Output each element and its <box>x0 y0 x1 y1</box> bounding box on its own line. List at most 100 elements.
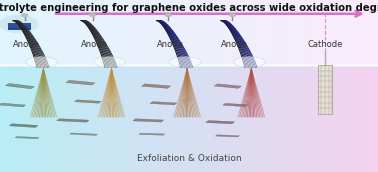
Bar <box>30 0 32 65</box>
Bar <box>369 65 370 172</box>
Bar <box>26 65 28 172</box>
Bar <box>323 0 325 65</box>
Bar <box>74 0 76 65</box>
Polygon shape <box>15 137 39 139</box>
Bar <box>163 65 164 172</box>
Bar <box>202 65 204 172</box>
Bar <box>140 65 142 172</box>
Bar <box>335 65 336 172</box>
Bar <box>155 65 157 172</box>
Bar <box>83 65 85 172</box>
Bar <box>36 65 38 172</box>
Bar <box>206 65 208 172</box>
Bar <box>159 65 161 172</box>
Bar <box>249 0 251 65</box>
Bar <box>76 0 77 65</box>
Bar <box>265 65 266 172</box>
Bar <box>344 65 346 172</box>
Bar <box>149 65 151 172</box>
Ellipse shape <box>94 57 125 67</box>
Bar <box>363 65 365 172</box>
Bar <box>335 0 336 65</box>
Bar <box>60 65 62 172</box>
Bar <box>255 0 257 65</box>
Bar <box>327 65 329 172</box>
Text: Electrolyte engineering for graphene oxides across wide oxidation degrees: Electrolyte engineering for graphene oxi… <box>0 3 378 13</box>
Bar <box>302 0 304 65</box>
Bar <box>219 65 221 172</box>
Bar <box>280 0 282 65</box>
Bar <box>193 0 195 65</box>
Bar <box>321 0 323 65</box>
Bar <box>57 65 59 172</box>
Polygon shape <box>9 124 38 127</box>
Bar <box>357 0 359 65</box>
Bar <box>8 65 9 172</box>
Bar <box>214 0 215 65</box>
Bar <box>159 0 161 65</box>
Bar <box>310 65 312 172</box>
Bar <box>268 65 270 172</box>
Bar <box>376 0 378 65</box>
Bar <box>255 65 257 172</box>
Bar <box>202 0 204 65</box>
Bar <box>119 65 121 172</box>
Bar <box>284 0 285 65</box>
Bar <box>217 65 219 172</box>
Bar <box>291 65 293 172</box>
Bar <box>40 0 42 65</box>
Bar <box>123 0 125 65</box>
Bar <box>147 0 149 65</box>
Bar <box>333 65 335 172</box>
Polygon shape <box>215 135 239 137</box>
Bar <box>314 65 316 172</box>
Bar <box>130 0 132 65</box>
Bar <box>217 0 219 65</box>
Bar <box>236 65 238 172</box>
Bar <box>266 65 268 172</box>
Bar <box>376 65 378 172</box>
Bar <box>170 0 172 65</box>
Bar <box>68 65 70 172</box>
Bar <box>51 65 53 172</box>
Text: Anode: Anode <box>221 40 248 49</box>
Bar <box>346 0 348 65</box>
Bar <box>125 0 127 65</box>
Bar <box>200 65 202 172</box>
Bar <box>164 65 166 172</box>
Bar <box>83 0 85 65</box>
Ellipse shape <box>26 57 57 67</box>
Bar <box>308 0 310 65</box>
Polygon shape <box>70 133 98 136</box>
Bar <box>276 65 278 172</box>
Bar <box>229 0 231 65</box>
Circle shape <box>89 14 96 17</box>
Bar <box>79 0 81 65</box>
Bar <box>161 65 163 172</box>
Bar <box>87 65 89 172</box>
Bar <box>206 0 208 65</box>
Bar <box>72 0 74 65</box>
Bar <box>236 0 238 65</box>
Bar <box>2 65 4 172</box>
Bar <box>142 0 144 65</box>
Bar <box>289 0 291 65</box>
Bar <box>112 0 113 65</box>
Bar <box>331 0 333 65</box>
Bar <box>70 0 72 65</box>
Bar <box>253 65 255 172</box>
Bar <box>215 0 217 65</box>
Polygon shape <box>5 83 35 89</box>
Bar <box>163 0 164 65</box>
Bar <box>176 0 178 65</box>
Bar <box>355 0 357 65</box>
Bar <box>348 65 350 172</box>
Polygon shape <box>0 103 26 107</box>
Bar <box>352 0 353 65</box>
Bar <box>353 65 355 172</box>
Bar <box>321 65 323 172</box>
Bar <box>11 65 13 172</box>
Bar <box>336 0 338 65</box>
Bar <box>66 0 68 65</box>
Bar <box>157 0 159 65</box>
